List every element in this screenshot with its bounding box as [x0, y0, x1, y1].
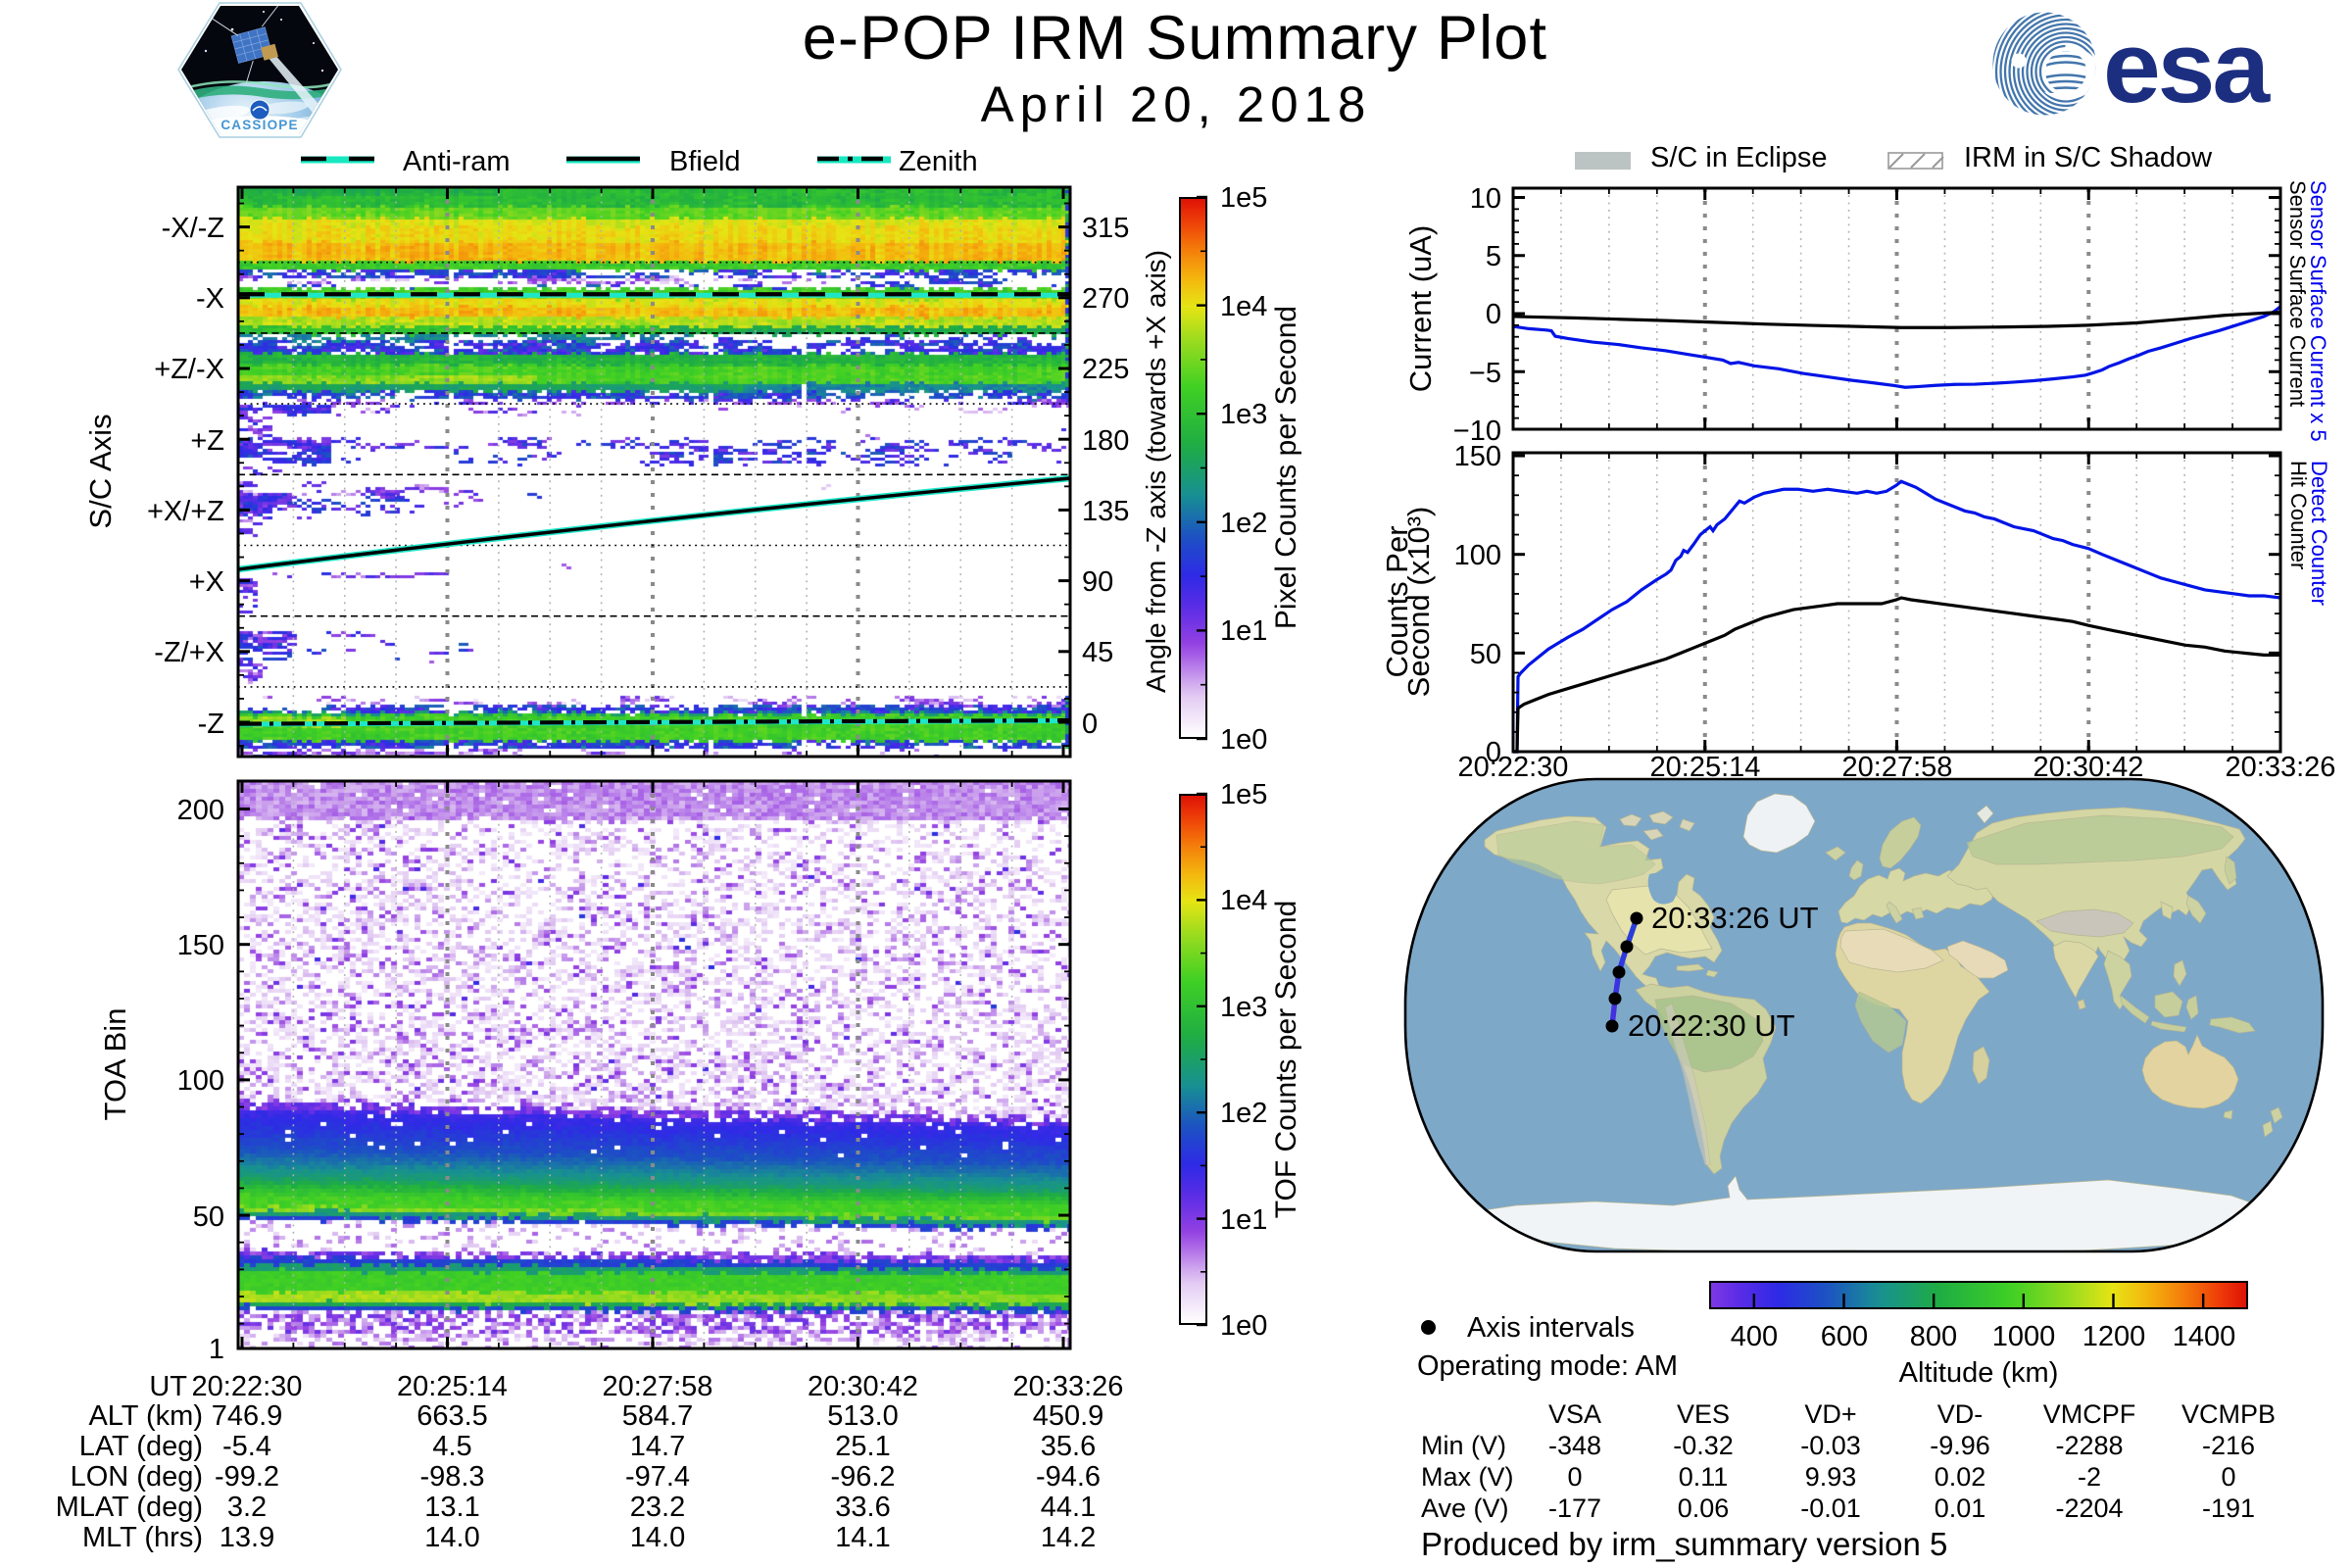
svg-text:CASSIOPE: CASSIOPE: [220, 118, 298, 132]
svg-text:esa: esa: [2103, 11, 2271, 123]
svg-text:Zenith: Zenith: [899, 146, 978, 177]
svg-text:20:22:30 UT: 20:22:30 UT: [1628, 1008, 1795, 1043]
svg-text:Bfield: Bfield: [669, 146, 741, 177]
svg-text:Anti-ram: Anti-ram: [403, 146, 511, 177]
svg-text:20:33:26 UT: 20:33:26 UT: [1651, 901, 1819, 935]
